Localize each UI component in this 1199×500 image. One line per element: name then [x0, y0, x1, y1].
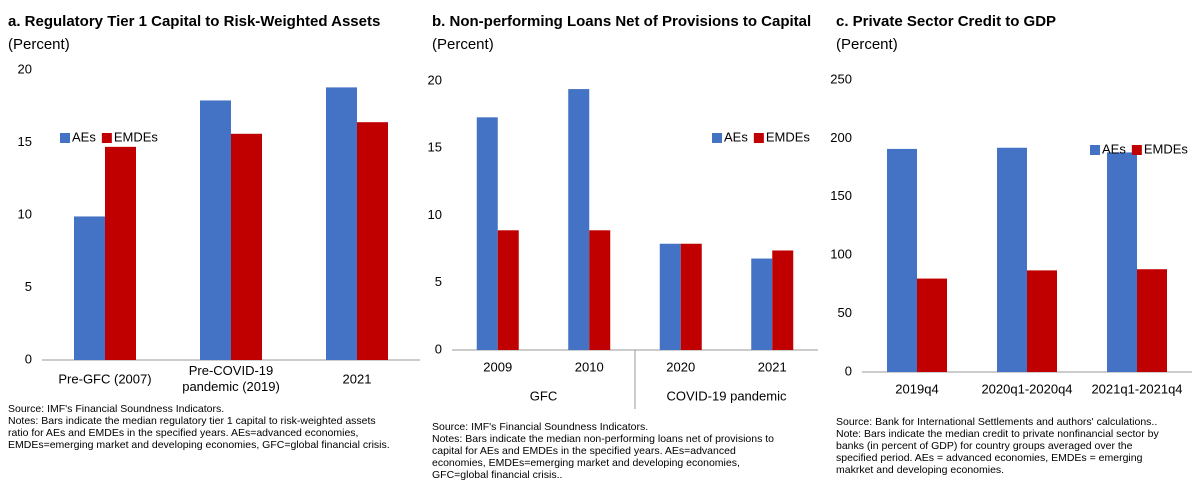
x-tick-label: 2010 — [575, 359, 604, 374]
chart-subtitle: (Percent) — [8, 36, 70, 53]
note-line: GFC=global financial crisis.. — [432, 469, 562, 481]
legend-swatch — [101, 133, 112, 143]
chart-subtitle: (Percent) — [432, 36, 494, 53]
legend-swatch — [753, 133, 764, 143]
group-label: COVID-19 pandemic — [667, 388, 787, 403]
y-tick-label: 200 — [830, 130, 852, 145]
chart: a. Regulatory Tier 1 Capital to Risk-Wei… — [8, 13, 420, 451]
legend-label: EMDEs — [766, 129, 811, 144]
y-tick-label: 100 — [830, 247, 852, 262]
bar — [105, 146, 136, 360]
y-tick-label: 5 — [25, 279, 32, 294]
bar — [589, 230, 611, 350]
bar — [497, 230, 519, 350]
y-tick-label: 15 — [428, 140, 442, 155]
legend-label: AEs — [724, 129, 748, 144]
x-tick-label: 2021q1-2021q4 — [1091, 381, 1182, 396]
source: Source: IMF's Financial Soundness Indica… — [8, 403, 224, 415]
x-tick-label: 2021 — [343, 371, 372, 386]
x-tick-label: 2020 — [666, 359, 695, 374]
bar — [476, 117, 498, 350]
bar — [200, 100, 231, 360]
note-line: ratio for AEs and EMDEs in the specified… — [8, 427, 358, 439]
bar — [1137, 269, 1167, 372]
note-line: Note: Bars indicate the median credit to… — [836, 428, 1160, 440]
bar — [568, 89, 590, 350]
bar — [887, 148, 917, 372]
bar — [326, 87, 357, 361]
bar — [997, 147, 1027, 372]
x-tick-label: 2020q1-2020q4 — [981, 381, 1072, 396]
y-tick-label: 5 — [435, 274, 442, 289]
x-tick-label: Pre-COVID-19 pandemic (2019) — [182, 363, 280, 394]
source: Source: Bank for International Settlemen… — [836, 416, 1157, 428]
y-tick-label: 20 — [18, 61, 32, 76]
bar — [680, 243, 702, 350]
bar — [751, 258, 773, 350]
chart: c. Private Sector Credit to GDP (Percent)… — [830, 13, 1192, 476]
note-line: Notes: Bars indicate the median non-perf… — [432, 433, 774, 445]
y-tick-label: 150 — [830, 188, 852, 203]
chart-subtitle: (Percent) — [836, 36, 898, 53]
legend-swatch — [712, 133, 722, 143]
note-line: specified period. AEs = advanced economi… — [836, 452, 1143, 464]
legend-label: EMDEs — [114, 129, 159, 144]
y-tick-label: 10 — [18, 206, 32, 221]
y-tick-label: 0 — [25, 351, 32, 366]
x-tick-label: 2021 — [758, 359, 787, 374]
legend-label: AEs — [1102, 141, 1126, 156]
x-tick-label: 2019q4 — [895, 381, 938, 396]
y-tick-label: 10 — [428, 207, 442, 222]
bar — [357, 122, 388, 360]
bar — [1107, 152, 1137, 372]
legend-label: EMDEs — [1144, 141, 1189, 156]
y-tick-label: 20 — [428, 72, 442, 87]
bar — [917, 278, 947, 372]
source: Source: IMF's Financial Soundness Indica… — [432, 421, 648, 433]
note-line: capital for AEs and EMDEs in the specifi… — [432, 445, 736, 457]
group-label: GFC — [530, 388, 557, 403]
chart-title: b. Non-performing Loans Net of Provision… — [432, 13, 811, 30]
note-line: makrket and developing economies. — [836, 464, 1004, 476]
y-tick-label: 15 — [18, 134, 32, 149]
y-tick-label: 50 — [838, 305, 852, 320]
chart-title: c. Private Sector Credit to GDP — [836, 13, 1056, 30]
note-line: EMDEs=emerging market and developing eco… — [8, 439, 390, 451]
chart-title: a. Regulatory Tier 1 Capital to Risk-Wei… — [8, 13, 380, 30]
bar — [1027, 270, 1057, 372]
x-tick-label: 2009 — [483, 359, 512, 374]
legend-swatch — [60, 133, 70, 143]
bar — [772, 250, 794, 350]
y-tick-label: 250 — [830, 71, 852, 86]
legend-swatch — [1131, 145, 1142, 155]
legend-swatch — [1090, 145, 1100, 155]
y-tick-label: 0 — [845, 363, 852, 378]
y-tick-label: 0 — [435, 341, 442, 356]
legend-label: AEs — [72, 129, 96, 144]
bar — [74, 216, 105, 360]
bar — [659, 243, 681, 350]
chart: b. Non-performing Loans Net of Provision… — [428, 13, 818, 481]
x-tick-label: Pre-GFC (2007) — [58, 371, 151, 386]
note-line: Notes: Bars indicate the median regulato… — [8, 415, 376, 427]
bar — [231, 133, 262, 360]
note-line: banks (in percent of GDP) for country gr… — [836, 440, 1133, 452]
note-line: economies, EMDEs=emerging market and dev… — [432, 457, 740, 469]
